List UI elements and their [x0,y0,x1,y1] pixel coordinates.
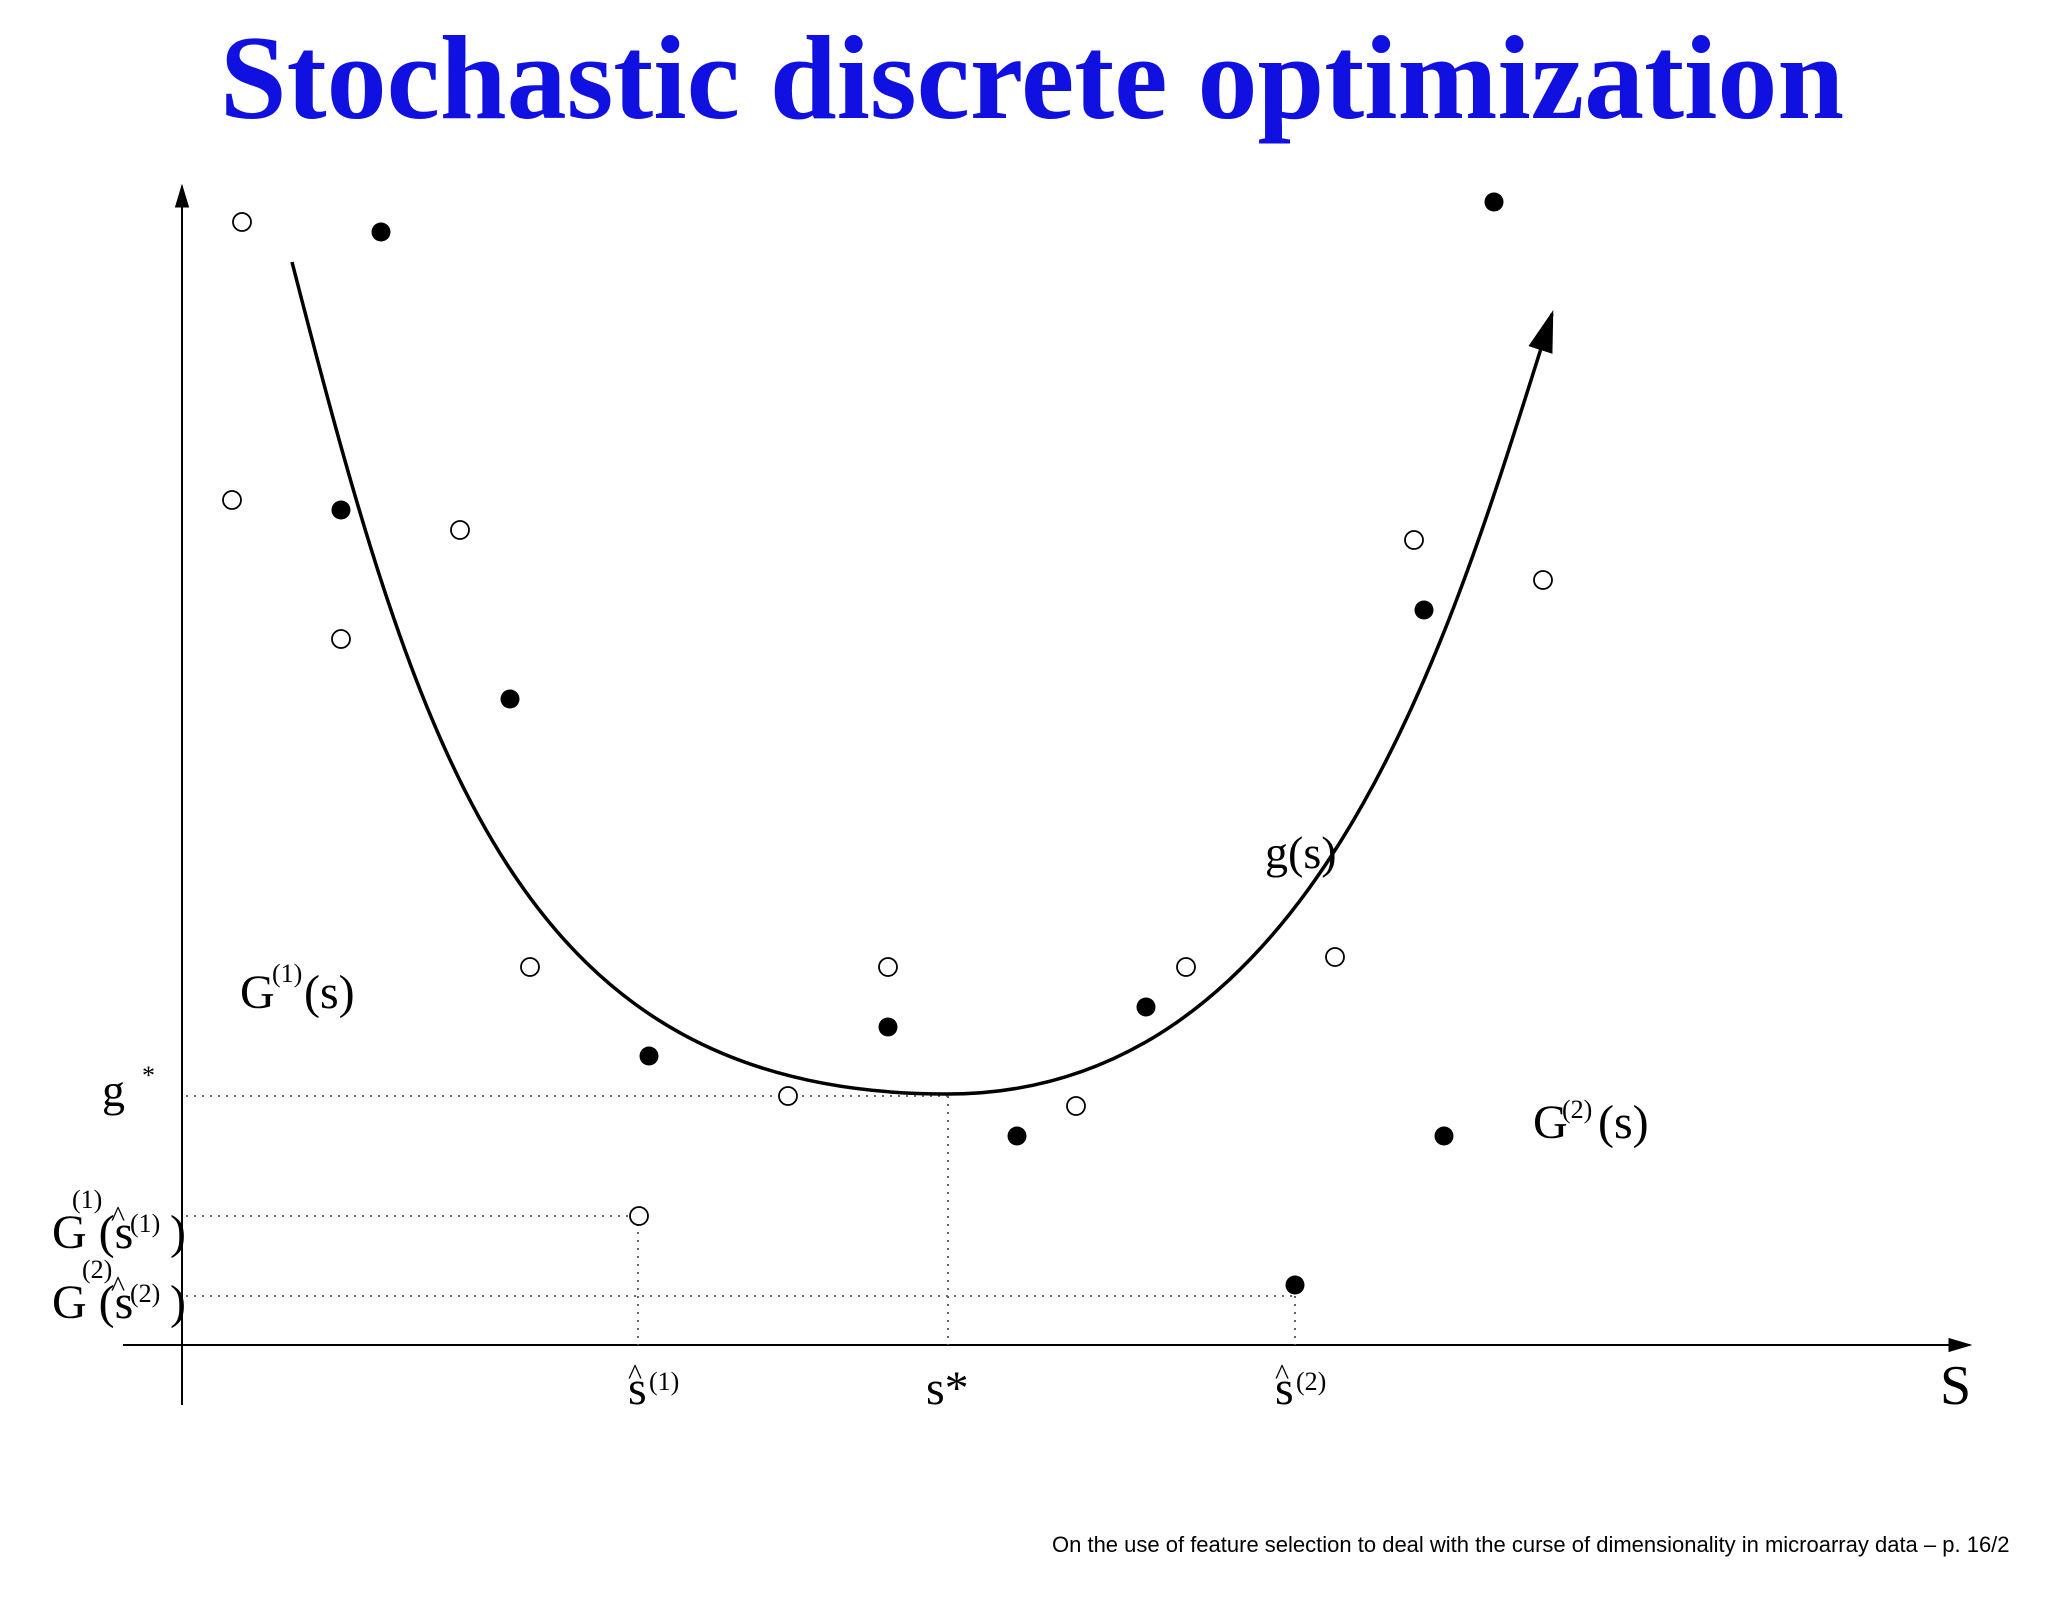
svg-text:(s): (s) [1598,1096,1649,1149]
svg-text:G: G [240,966,275,1019]
G2-label: G (2) (s) [1533,1095,1649,1149]
filled-sample-point [371,222,391,242]
svg-text:(1): (1) [272,959,302,988]
g-curve [290,261,1554,1096]
open-sample-point [1176,957,1196,977]
svg-text:g: g [102,1065,125,1116]
svg-text:G (s: G (s [52,1276,133,1329]
filled-sample-point [1434,1126,1454,1146]
G2-at-s-hat2-label: (2) ^ G (s (2) ) [52,1255,186,1329]
svg-text:(2): (2) [82,1255,112,1284]
s-star-label: s* [926,1362,969,1415]
svg-text:^: ^ [111,1200,125,1233]
svg-text:(2): (2) [1562,1095,1592,1124]
svg-text:^: ^ [111,1270,125,1303]
open-sample-point [222,490,242,510]
G2-samples [331,192,1504,1295]
G1-label: G (1) (s) [240,959,355,1019]
svg-text:^: ^ [1275,1358,1289,1391]
svg-text:G (s: G (s [52,1206,133,1259]
filled-sample-point [1007,1126,1027,1146]
open-sample-point [878,957,898,977]
slide-footer: On the use of feature selection to deal … [1052,1532,2010,1557]
s-hat2-label: ^ s (2) [1275,1358,1326,1415]
open-sample-point [778,1086,798,1106]
svg-text:(s): (s) [304,966,355,1019]
filled-sample-point [878,1017,898,1037]
filled-sample-point [331,500,351,520]
svg-text:(2): (2) [1296,1367,1326,1396]
open-sample-point [1404,530,1424,550]
filled-sample-point [1136,997,1156,1017]
G1-at-s-hat1-label: (1) ^ G (s (1) ) [52,1185,186,1259]
filled-sample-point [500,689,520,709]
filled-sample-point [639,1046,659,1066]
open-sample-point [1533,570,1553,590]
svg-text:): ) [170,1206,186,1259]
svg-text:(1): (1) [649,1367,679,1396]
open-sample-point [232,212,252,232]
svg-text:(1): (1) [72,1185,102,1214]
open-sample-point [520,957,540,977]
filled-sample-point [1285,1275,1305,1295]
filled-sample-point [1484,192,1504,212]
open-sample-point [450,520,470,540]
open-sample-point [331,629,351,649]
open-sample-point [1066,1096,1086,1116]
g-star-label: g * [102,1061,155,1116]
s-hat1-label: ^ s (1) [628,1358,679,1415]
curve-label: g(s) [1265,827,1337,878]
svg-text:s: s [1275,1362,1294,1415]
open-sample-point [1325,947,1345,967]
G1-samples [222,212,1553,1226]
svg-text:(2): (2) [130,1279,160,1308]
svg-text:): ) [170,1276,186,1329]
slide-title: Stochastic discrete optimization [219,11,1845,144]
svg-text:G: G [1533,1096,1568,1149]
open-sample-point [629,1206,649,1226]
svg-text:*: * [142,1061,155,1090]
svg-text:s: s [628,1362,647,1415]
svg-text:^: ^ [628,1358,642,1391]
svg-text:(1): (1) [130,1209,160,1238]
filled-sample-point [1414,600,1434,620]
x-axis-label: S [1940,1355,1971,1417]
guide-lines [186,1095,1296,1345]
